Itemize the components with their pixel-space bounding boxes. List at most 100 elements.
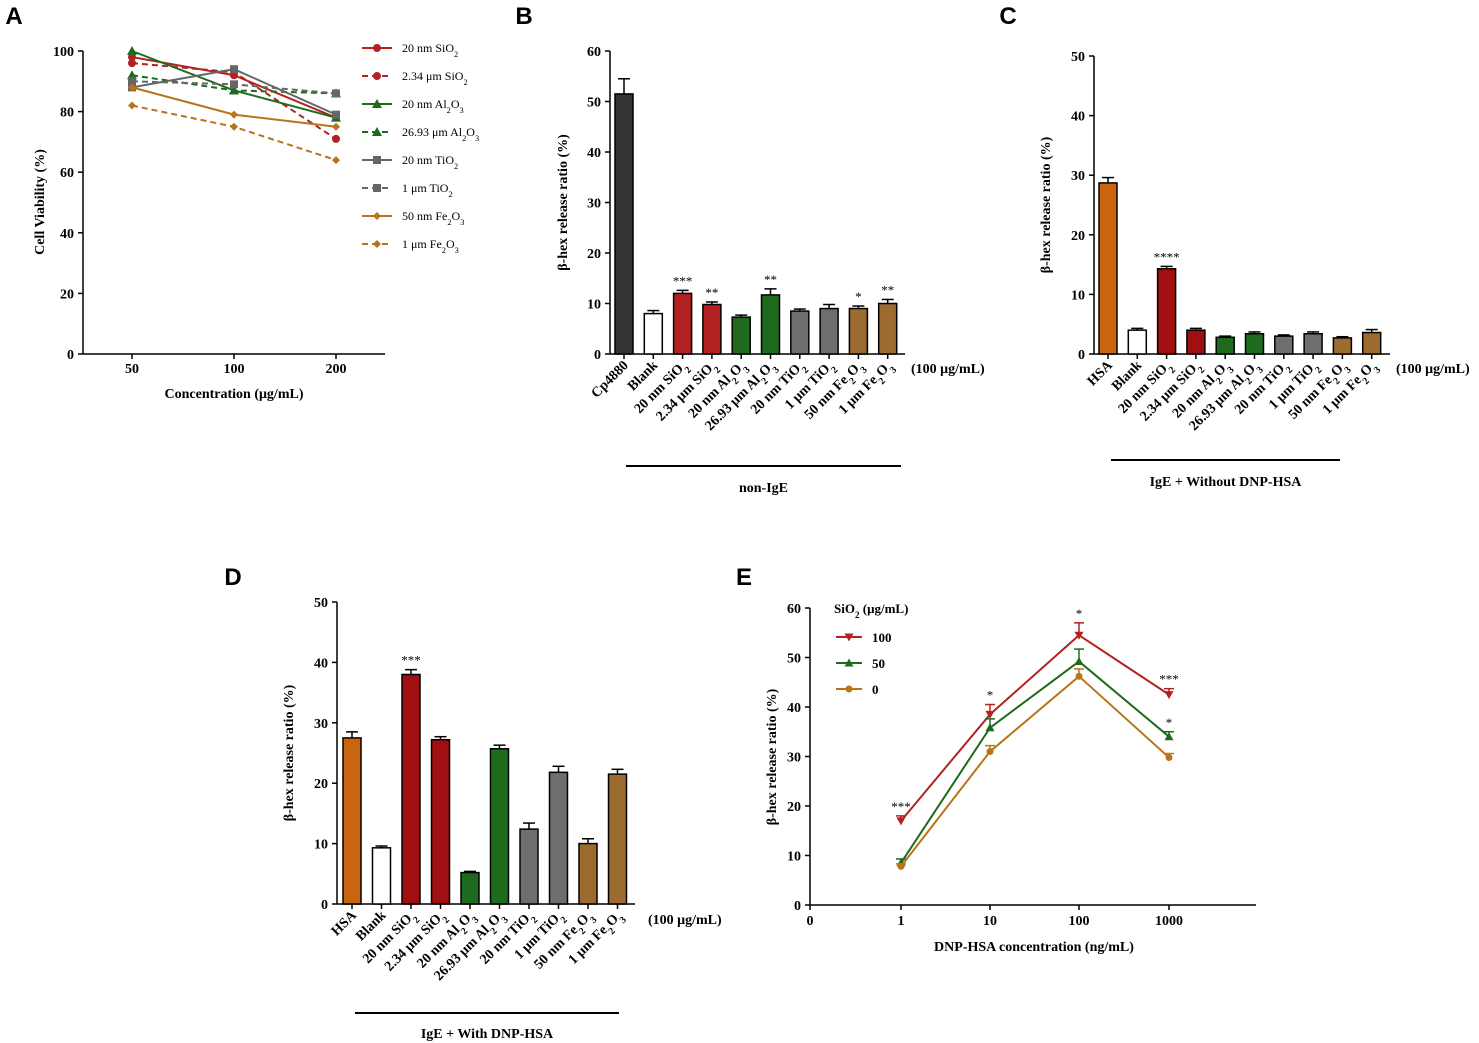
bar — [1361, 331, 1382, 355]
bar — [1127, 329, 1148, 355]
bar — [430, 738, 451, 905]
bar — [548, 771, 569, 905]
y-tick-label: 40 — [587, 146, 601, 161]
y-tick-label: 40 — [314, 656, 328, 671]
x-tick-label-a: 50 — [125, 362, 139, 377]
panel-b: B 0 10 20 30 40 50 60 β-hex release ratio (%) Cp4… — [515, 3, 985, 496]
significance-mark-e: *** — [1159, 672, 1179, 687]
bar — [519, 828, 539, 905]
significance-mark: ** — [881, 282, 894, 297]
significance-mark-e: *** — [891, 799, 911, 814]
y-tick-label: 10 — [1071, 288, 1085, 303]
data-point-e — [1164, 732, 1174, 741]
bar — [1332, 337, 1353, 355]
significance-mark: ** — [705, 285, 718, 300]
data-point-e — [1074, 631, 1084, 640]
legend-title-e: SiO2 (μg/mL) — [834, 601, 908, 620]
bar — [460, 871, 480, 905]
x-tick-label-e: 0 — [807, 914, 814, 929]
y-tick-label: 30 — [1071, 169, 1085, 184]
y-tick-label-a: 100 — [53, 45, 74, 60]
x-tick-label-e: 10 — [983, 914, 997, 929]
series-line-e — [900, 633, 1170, 822]
y-tick-label: 20 — [587, 247, 601, 262]
bar — [790, 310, 810, 355]
group-label: IgE + Without DNP-HSA — [1150, 475, 1303, 490]
y-tick-label-a: 40 — [60, 227, 74, 242]
bar — [1186, 329, 1206, 355]
data-point-a — [230, 80, 238, 89]
data-point-e — [1074, 656, 1084, 665]
y-tick-label-e: 0 — [794, 899, 801, 914]
data-point-a — [128, 101, 136, 110]
legend-label-e: 100 — [872, 630, 892, 645]
legend-label-e: 50 — [872, 656, 885, 671]
y-tick-label-e: 20 — [787, 800, 801, 815]
legend-marker-a — [373, 156, 381, 164]
data-point-e — [1164, 691, 1174, 700]
legend-label-a: 20 nm SiO2 — [402, 41, 458, 59]
y-tick-label: 60 — [587, 45, 601, 60]
y-tick-label-e: 10 — [787, 850, 801, 865]
y-tick-label-a: 60 — [60, 166, 74, 181]
y-tick-label: 0 — [594, 348, 601, 363]
data-point-a — [127, 70, 137, 80]
significance-mark-e: * — [1076, 606, 1083, 621]
bar — [371, 847, 392, 905]
panel-label-c: C — [999, 3, 1016, 30]
data-point-a — [230, 122, 238, 131]
x-axis-title-a: Concentration (μg/mL) — [165, 387, 304, 402]
group-label: non-IgE — [739, 481, 788, 496]
y-axis-title-a: Cell Viability (%) — [33, 149, 48, 255]
significance-mark-e: * — [987, 688, 994, 703]
y-tick-label: 20 — [314, 777, 328, 792]
bar — [702, 303, 722, 355]
legend-marker-a — [372, 99, 382, 108]
bar — [1215, 336, 1235, 355]
legend-marker-a — [372, 127, 382, 136]
y-tick-label-e: 30 — [787, 751, 801, 766]
y-tick-label: 10 — [587, 298, 601, 313]
data-point-a — [128, 83, 136, 92]
data-point-e — [1165, 753, 1173, 761]
legend-label-a: 1 μm TiO2 — [402, 181, 453, 199]
y-tick-label-a: 80 — [60, 106, 74, 121]
data-point-a — [332, 89, 340, 98]
y-tick-label: 10 — [314, 838, 328, 853]
bar — [401, 673, 421, 905]
y-tick-label: 20 — [1071, 229, 1085, 244]
significance-mark: ** — [764, 272, 777, 287]
legend-marker-e — [844, 633, 854, 642]
legend-marker-a — [373, 240, 381, 248]
legend-label-a: 2.34 μm SiO2 — [402, 69, 468, 87]
legend-marker-a — [373, 212, 381, 220]
x-axis-title-e: DNP-HSA concentration (ng/mL) — [934, 940, 1134, 955]
x-tick-label-a: 100 — [224, 362, 245, 377]
data-point-e — [986, 748, 994, 756]
data-point-a — [230, 110, 238, 119]
panel-label-a: A — [5, 3, 22, 30]
y-tick-label: 30 — [314, 717, 328, 732]
legend-label-a: 20 nm Al2O3 — [402, 97, 464, 115]
bar — [607, 773, 628, 905]
y-tick-label: 0 — [321, 898, 328, 913]
legend-label-a: 1 μm Fe2O3 — [402, 237, 459, 255]
x-tick-label-e: 100 — [1069, 914, 1090, 929]
panel-label-b: B — [515, 3, 532, 30]
bar — [819, 307, 839, 355]
data-point-e — [985, 723, 995, 732]
legend-label-a: 50 nm Fe2O3 — [402, 209, 464, 227]
data-point-a — [332, 134, 340, 143]
legend-label-e: 0 — [872, 682, 879, 697]
bar — [489, 748, 510, 905]
data-point-a — [128, 77, 136, 86]
y-axis-title: β-hex release ratio (%) — [282, 684, 297, 821]
y-tick-label-e: 40 — [787, 701, 801, 716]
data-point-e — [897, 862, 905, 870]
bar — [1274, 335, 1294, 355]
unit-note: (100 μg/mL) — [648, 913, 722, 928]
